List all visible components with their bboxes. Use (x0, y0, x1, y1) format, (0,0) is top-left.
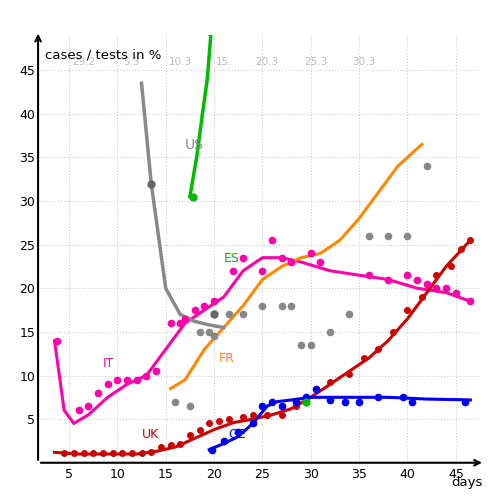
Text: 29.2: 29.2 (72, 57, 95, 67)
Text: days: days (452, 476, 483, 489)
Text: 15.: 15. (216, 57, 232, 67)
Text: 5.3: 5.3 (124, 57, 140, 67)
Text: 30.3: 30.3 (352, 57, 376, 67)
Text: 10.3: 10.3 (168, 57, 192, 67)
Text: cases / tests in %: cases / tests in % (45, 48, 161, 61)
Text: FR: FR (219, 353, 235, 365)
Text: ES: ES (224, 252, 240, 265)
Text: IT: IT (103, 357, 114, 370)
Text: GE: GE (228, 429, 246, 441)
Text: UK: UK (142, 429, 159, 441)
Text: 25.3: 25.3 (304, 57, 327, 67)
Text: 20.3: 20.3 (256, 57, 279, 67)
Text: US: US (185, 138, 204, 151)
